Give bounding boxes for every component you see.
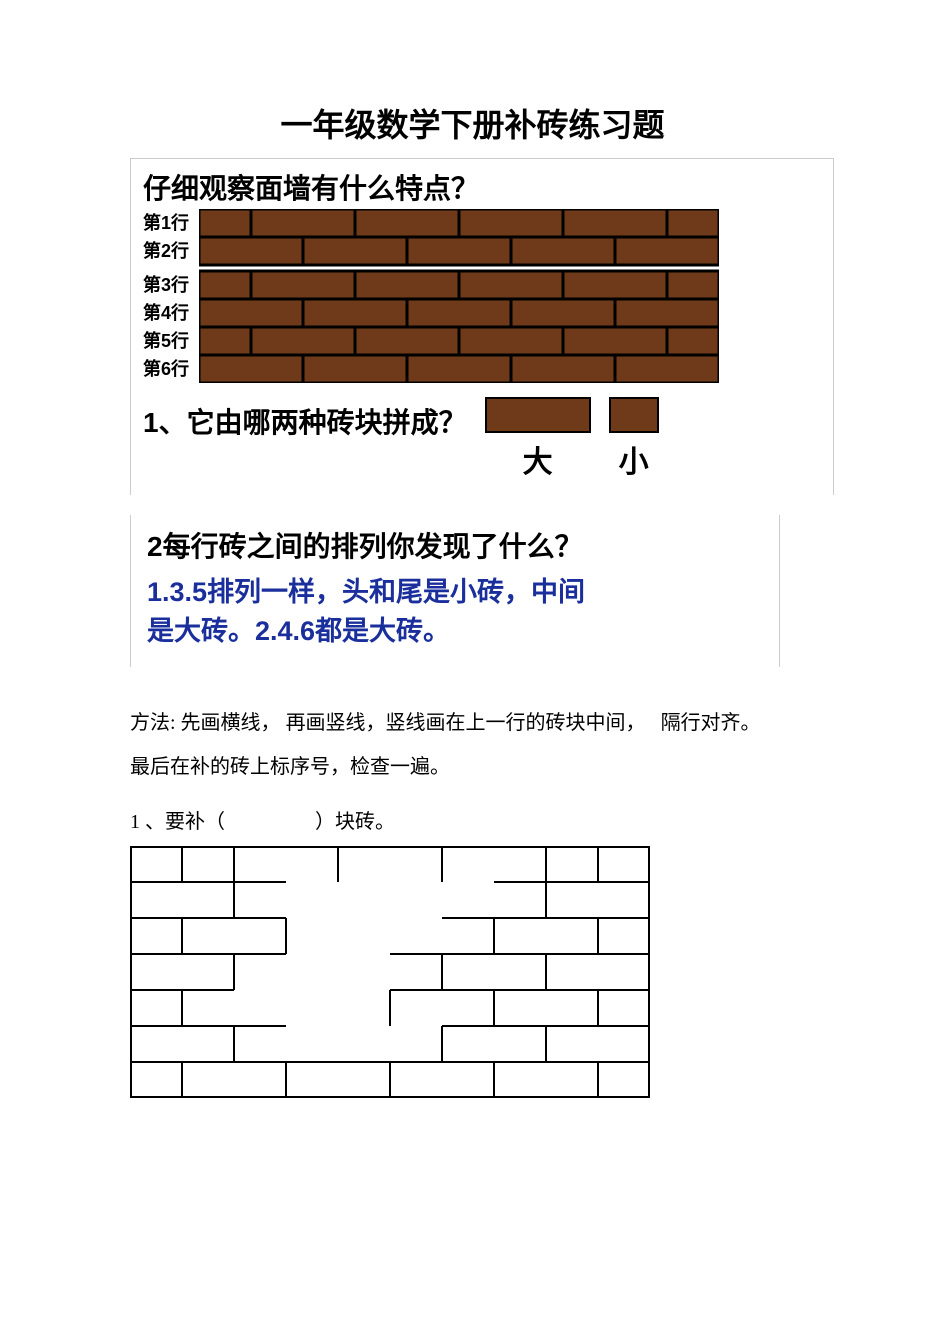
panel1-heading: 仔细观察面墙有什么特点？ [143, 167, 821, 207]
big-brick-sample: 大 [485, 397, 591, 481]
exercise-1-question: 1 、要补（ ）块砖。 [130, 805, 815, 834]
method-text: 方法: 先画横线， 再画竖线，竖线画在上一行的砖块中间， 隔行对齐。 最后在补的… [130, 701, 815, 789]
question-1-row: 1、它由哪两种砖块拼成？ 大 小 [143, 397, 821, 481]
ans-part-2: 排列一样，头和尾是小砖，中间 [207, 577, 585, 607]
row-label-1: 第1行 [143, 209, 193, 237]
ex1-suffix: ）块砖。 [315, 811, 395, 833]
row-label-3: 第3行 [143, 271, 193, 299]
question-2-text: 2每行砖之间的排列你发现了什么？ [147, 525, 763, 565]
row-label-5: 第5行 [143, 327, 193, 355]
ex1-prefix: 1 、要补（ [130, 811, 225, 833]
exercise-wall-diagram [130, 846, 650, 1098]
brown-brick-wall [199, 209, 719, 383]
small-brick-icon [609, 397, 659, 433]
method-line1a: 方法: 先画横线， [130, 712, 281, 734]
big-brick-icon [485, 397, 591, 433]
small-brick-sample: 小 [609, 397, 659, 481]
row-labels: 第1行 第2行 第3行 第4行 第5行 第6行 [143, 209, 193, 383]
question-1-text: 1、它由哪两种砖块拼成？ [143, 397, 467, 441]
small-brick-label: 小 [619, 437, 649, 481]
ans-part-5: 都是大砖。 [315, 616, 450, 646]
question-2-answer: 1.3.5排列一样，头和尾是小砖，中间 是大砖。2.4.6都是大砖。 [147, 573, 763, 651]
ans-part-3: 是大砖。 [147, 616, 255, 646]
row-label-2: 第2行 [143, 237, 193, 265]
page-title: 一年级数学下册补砖练习题 [130, 100, 815, 146]
wall-with-labels: 第1行 第2行 第3行 第4行 第5行 第6行 [143, 209, 821, 383]
ans-part-1: 1.3.5 [147, 577, 207, 607]
panel-pattern: 2每行砖之间的排列你发现了什么？ 1.3.5排列一样，头和尾是小砖，中间 是大砖… [130, 515, 780, 667]
row-label-4: 第4行 [143, 299, 193, 327]
method-line1c: 隔行对齐。 [661, 712, 761, 734]
ans-part-4: 2.4.6 [255, 616, 315, 646]
method-line2: 最后在补的砖上标序号，检查一遍。 [130, 756, 450, 778]
row-label-6: 第6行 [143, 355, 193, 383]
method-line1b: 再画竖线，竖线画在上一行的砖块中间， [286, 712, 646, 734]
exercise-1: 1 、要补（ ）块砖。 [130, 805, 815, 1103]
big-brick-label: 大 [523, 437, 553, 481]
panel-observe: 仔细观察面墙有什么特点？ 第1行 第2行 第3行 第4行 第5行 第6行 1、它… [130, 158, 834, 495]
